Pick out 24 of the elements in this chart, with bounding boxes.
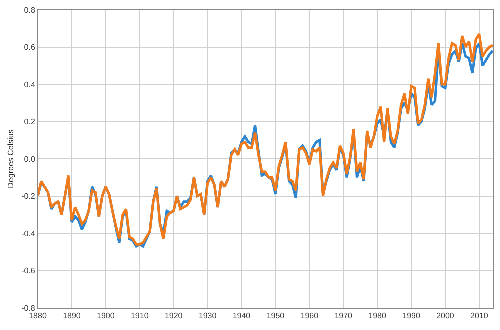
x-tick-label: 1990: [402, 312, 421, 321]
x-tick-label: 1910: [130, 312, 150, 321]
y-tick-label: 0.6: [24, 43, 36, 52]
x-tick-label: 1920: [164, 312, 184, 321]
x-tick-label: 1940: [232, 312, 252, 321]
y-tick-label: -0.4: [22, 229, 36, 238]
y-tick-label: 0.2: [24, 118, 36, 127]
y-tick-label: -0.6: [22, 266, 36, 276]
x-tick-label: 1900: [97, 312, 116, 321]
y-axis-title: Degrees Celsius: [6, 130, 16, 188]
x-tick-label: 1890: [63, 312, 82, 321]
x-tick-label: 1960: [300, 312, 320, 321]
x-tick-label: 2000: [436, 312, 455, 321]
y-tick-label: 0.8: [24, 6, 36, 15]
x-tick-label: 1930: [198, 312, 218, 321]
y-tick-label: 0.4: [24, 80, 36, 90]
x-tick-label: 1980: [368, 312, 387, 321]
y-tick-label: 0.0: [24, 154, 36, 164]
x-tick-label: 1950: [266, 312, 286, 321]
x-tick-label: 2010: [470, 312, 489, 321]
x-tick-label: 1880: [29, 312, 48, 321]
y-tick-label: -0.2: [22, 192, 36, 202]
y-tick-label: -0.8: [22, 304, 36, 313]
x-tick-label: 1970: [334, 312, 354, 321]
